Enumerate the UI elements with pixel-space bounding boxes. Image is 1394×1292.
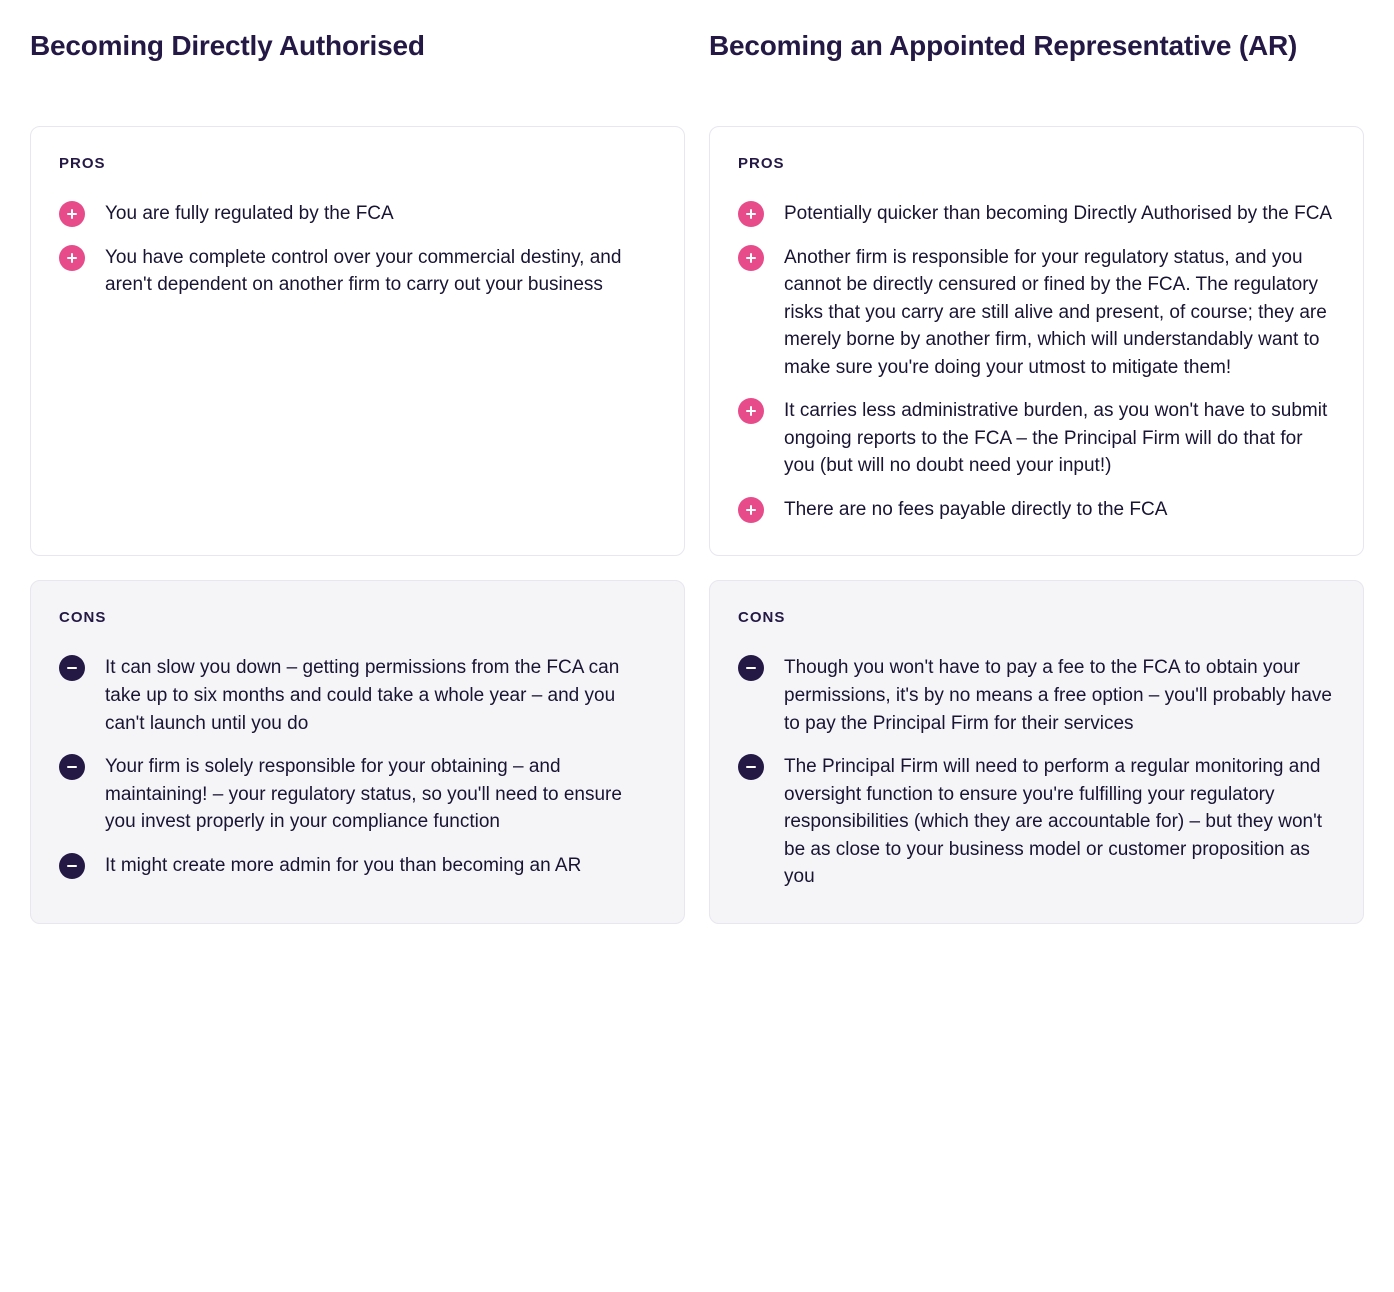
list-item: Your firm is solely responsible for your… bbox=[59, 753, 656, 836]
item-text: You have complete control over your comm… bbox=[105, 244, 656, 299]
list-item: It might create more admin for you than … bbox=[59, 852, 656, 880]
comparison-grid: Becoming Directly Authorised Becoming an… bbox=[30, 30, 1364, 924]
minus-icon bbox=[59, 853, 85, 879]
plus-icon bbox=[59, 245, 85, 271]
cons-card: CONS Though you won't have to pay a fee … bbox=[709, 580, 1364, 923]
list-item: There are no fees payable directly to th… bbox=[738, 496, 1335, 524]
plus-icon bbox=[738, 497, 764, 523]
column-heading: Becoming Directly Authorised bbox=[30, 30, 685, 102]
pros-card: PROS You are fully regulated by the FCAY… bbox=[30, 126, 685, 556]
item-list: Potentially quicker than becoming Direct… bbox=[738, 200, 1335, 523]
item-list: You are fully regulated by the FCA You ha… bbox=[59, 200, 656, 299]
list-item: Another firm is responsible for your reg… bbox=[738, 244, 1335, 382]
item-text: It might create more admin for you than … bbox=[105, 852, 581, 880]
minus-icon bbox=[738, 754, 764, 780]
plus-icon bbox=[59, 201, 85, 227]
pros-card: PROS Potentially quicker than becoming D… bbox=[709, 126, 1364, 556]
plus-icon bbox=[738, 245, 764, 271]
column-heading: Becoming an Appointed Representative (AR… bbox=[709, 30, 1364, 102]
plus-icon bbox=[738, 398, 764, 424]
cons-card: CONS It can slow you down – getting perm… bbox=[30, 580, 685, 923]
item-text: It carries less administrative burden, a… bbox=[784, 397, 1335, 480]
item-text: It can slow you down – getting permissio… bbox=[105, 654, 656, 737]
item-text: Though you won't have to pay a fee to th… bbox=[784, 654, 1335, 737]
item-list: It can slow you down – getting permissio… bbox=[59, 654, 656, 879]
item-list: Though you won't have to pay a fee to th… bbox=[738, 654, 1335, 890]
card-label: CONS bbox=[59, 609, 656, 626]
list-item: You have complete control over your comm… bbox=[59, 244, 656, 299]
card-label: PROS bbox=[59, 155, 656, 172]
card-label: PROS bbox=[738, 155, 1335, 172]
minus-icon bbox=[59, 655, 85, 681]
item-text: You are fully regulated by the FCA bbox=[105, 200, 394, 228]
list-item: You are fully regulated by the FCA bbox=[59, 200, 656, 228]
list-item: It carries less administrative burden, a… bbox=[738, 397, 1335, 480]
minus-icon bbox=[738, 655, 764, 681]
card-label: CONS bbox=[738, 609, 1335, 626]
item-text: There are no fees payable directly to th… bbox=[784, 496, 1167, 524]
list-item: The Principal Firm will need to perform … bbox=[738, 753, 1335, 891]
list-item: Though you won't have to pay a fee to th… bbox=[738, 654, 1335, 737]
item-text: Another firm is responsible for your reg… bbox=[784, 244, 1335, 382]
list-item: Potentially quicker than becoming Direct… bbox=[738, 200, 1335, 228]
plus-icon bbox=[738, 201, 764, 227]
item-text: Your firm is solely responsible for your… bbox=[105, 753, 656, 836]
item-text: The Principal Firm will need to perform … bbox=[784, 753, 1335, 891]
item-text: Potentially quicker than becoming Direct… bbox=[784, 200, 1332, 228]
list-item: It can slow you down – getting permissio… bbox=[59, 654, 656, 737]
minus-icon bbox=[59, 754, 85, 780]
